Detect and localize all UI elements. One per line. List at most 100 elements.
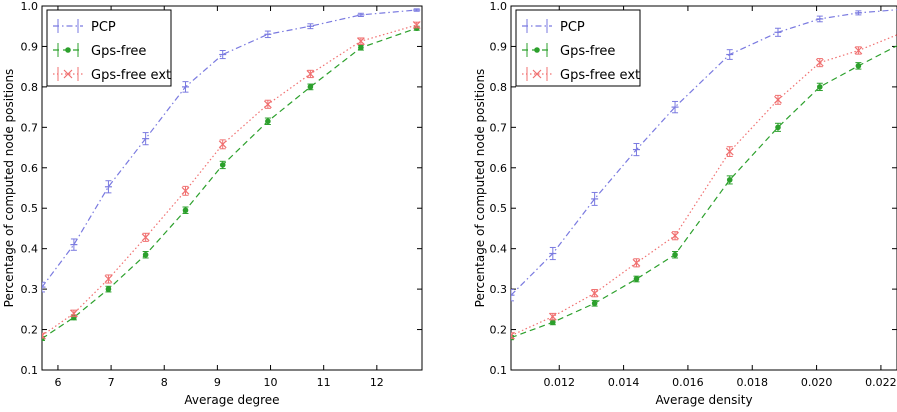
x-axis-label-right: Average density bbox=[655, 393, 752, 407]
series-x bbox=[511, 34, 897, 340]
data-point bbox=[141, 233, 150, 242]
axes-right: 0.1 0.2 0.3 0.4 0.5 0.6 0.7 0.8 0.9 1.0 0.012 0.014… bbox=[490, 0, 897, 389]
y-tick-label: 0.4 bbox=[21, 243, 39, 256]
y-tick-label: 1.0 bbox=[490, 0, 508, 13]
data-point bbox=[69, 309, 78, 318]
x-tick-label: 12 bbox=[370, 376, 384, 389]
data-point bbox=[263, 100, 272, 109]
data-point bbox=[142, 251, 149, 258]
data-point bbox=[725, 147, 734, 156]
y-tick-label: 0.7 bbox=[490, 121, 508, 134]
data-point bbox=[219, 162, 226, 168]
data-point bbox=[358, 44, 364, 51]
legend-label: Gps-free bbox=[560, 44, 615, 59]
data-point bbox=[104, 275, 113, 283]
data-point bbox=[218, 140, 227, 149]
x-tick-label: 0.012 bbox=[544, 376, 576, 389]
data-point bbox=[632, 258, 641, 267]
x-tick-label: 9 bbox=[214, 376, 221, 389]
legend-marker bbox=[65, 47, 71, 53]
series-plus bbox=[42, 8, 421, 293]
data-point bbox=[265, 118, 271, 125]
series-left bbox=[42, 8, 421, 342]
legend-marker bbox=[532, 69, 542, 79]
y-tick-label: 0.3 bbox=[490, 283, 508, 296]
legend-label: PCP bbox=[91, 20, 116, 35]
data-point bbox=[181, 186, 190, 195]
y-tick-label: 0.8 bbox=[21, 81, 39, 94]
data-point bbox=[590, 289, 599, 298]
y-tick-label: 1.0 bbox=[21, 0, 39, 13]
legend-label: PCP bbox=[560, 20, 585, 35]
series-line bbox=[511, 45, 897, 339]
y-tick-label: 0.7 bbox=[21, 121, 39, 134]
y-axis-label-left: Percentage of computed node positions bbox=[2, 69, 16, 308]
y-tick-label: 0.2 bbox=[21, 324, 39, 337]
y-tick-label: 0.3 bbox=[21, 283, 39, 296]
series-x bbox=[42, 21, 421, 340]
y-tick-label: 0.6 bbox=[490, 162, 508, 175]
y-tick-label: 0.9 bbox=[21, 40, 39, 53]
data-point bbox=[511, 331, 515, 340]
y-tick-label: 0.1 bbox=[21, 364, 39, 377]
series-line bbox=[511, 9, 897, 296]
x-tick-label: 11 bbox=[317, 376, 331, 389]
y-tick-label: 0.6 bbox=[21, 162, 39, 175]
x-tick-label: 0.022 bbox=[865, 376, 897, 389]
legend-right: PCP Gps-free Gps-free ext bbox=[515, 9, 641, 87]
series-right bbox=[511, 9, 897, 341]
x-tick-label: 10 bbox=[264, 376, 278, 389]
data-point bbox=[817, 84, 823, 90]
x-tick-label: 0.014 bbox=[608, 376, 640, 389]
x-tick-label: 0.018 bbox=[737, 376, 769, 389]
x-tick-label: 8 bbox=[161, 376, 168, 389]
legend-label: Gps-free bbox=[91, 44, 146, 59]
x-tick-label: 7 bbox=[108, 376, 115, 389]
y-tick-label: 0.1 bbox=[490, 364, 508, 377]
data-point bbox=[633, 276, 640, 282]
legend-label: Gps-free ext bbox=[560, 68, 640, 83]
series-line bbox=[42, 9, 417, 288]
x-tick-label: 0.020 bbox=[801, 376, 833, 389]
data-point bbox=[726, 177, 733, 183]
legend-left: PCP Gps-free Gps-free ext bbox=[46, 9, 172, 87]
data-point bbox=[775, 124, 781, 131]
data-point bbox=[672, 251, 678, 258]
data-point bbox=[356, 37, 365, 46]
data-point bbox=[855, 63, 862, 69]
series-group bbox=[42, 8, 421, 342]
chart-left: 0.1 0.2 0.3 0.4 0.5 0.6 0.7 0.8 0.9 1.0 6 7 8 9 10 11 12… bbox=[2, 0, 423, 407]
y-tick-label: 0.2 bbox=[490, 324, 508, 337]
chart-right: 0.1 0.2 0.3 0.4 0.5 0.6 0.7 0.8 0.9 1.0 0.012 0.014… bbox=[473, 0, 897, 407]
data-point bbox=[412, 21, 421, 29]
y-tick-label: 0.5 bbox=[21, 202, 39, 215]
y-tick-label: 0.8 bbox=[490, 81, 508, 94]
series-plus bbox=[511, 9, 897, 302]
y-tick-label: 0.5 bbox=[490, 202, 508, 215]
y-tick-label: 0.4 bbox=[490, 243, 508, 256]
data-point bbox=[548, 312, 557, 321]
data-point bbox=[182, 207, 189, 214]
data-point bbox=[815, 58, 824, 67]
x-tick-label: 0.016 bbox=[672, 376, 704, 389]
data-point bbox=[42, 331, 46, 340]
data-point bbox=[854, 46, 863, 55]
x-axis-label-left: Average degree bbox=[184, 393, 279, 407]
data-point bbox=[105, 286, 112, 292]
series-line bbox=[42, 27, 417, 340]
series-group bbox=[511, 9, 897, 341]
y-axis-label-right: Percentage of computed node positions bbox=[473, 69, 487, 308]
legend-marker bbox=[534, 47, 540, 53]
legend-label: Gps-free ext bbox=[91, 68, 171, 83]
data-point bbox=[71, 314, 77, 321]
x-tick-label: 6 bbox=[54, 376, 61, 389]
data-point bbox=[591, 300, 598, 307]
data-point bbox=[307, 84, 314, 90]
data-point bbox=[671, 231, 679, 240]
data-point bbox=[306, 70, 315, 78]
y-tick-label: 0.9 bbox=[490, 40, 508, 53]
data-point bbox=[774, 95, 782, 104]
data-point bbox=[550, 319, 556, 326]
legend-marker bbox=[63, 69, 73, 79]
